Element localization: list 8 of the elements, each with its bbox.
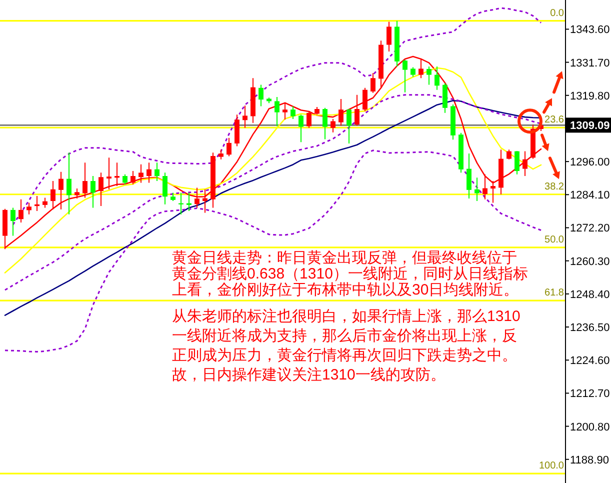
annotation: 0.0 [550,8,564,19]
annotation: 38.2 [544,181,564,192]
annotation: 23.6 [544,114,564,126]
annotation: 50.0 [544,234,564,246]
annotation: 黄金日线走势：昨日黄金出现反弹，但最终收线位于黄金分割线0.638（1310）一线附近，同时从日线指标上看，金价刚好位于布林带中轨以及30日均线附近。 [172,249,528,298]
annotation: 61.8 [544,288,564,299]
annotation: 100.0 [538,460,564,472]
annotation: 从朱老师的标注也很明白，如果行情上涨，那么1310一线附近将成为支持，那么后市金价将出现上涨，反正则成为压力，黄金行情将再次回归下跌走势之中。故，日内操作建议关注1310一线的攻防。 [172,308,520,384]
